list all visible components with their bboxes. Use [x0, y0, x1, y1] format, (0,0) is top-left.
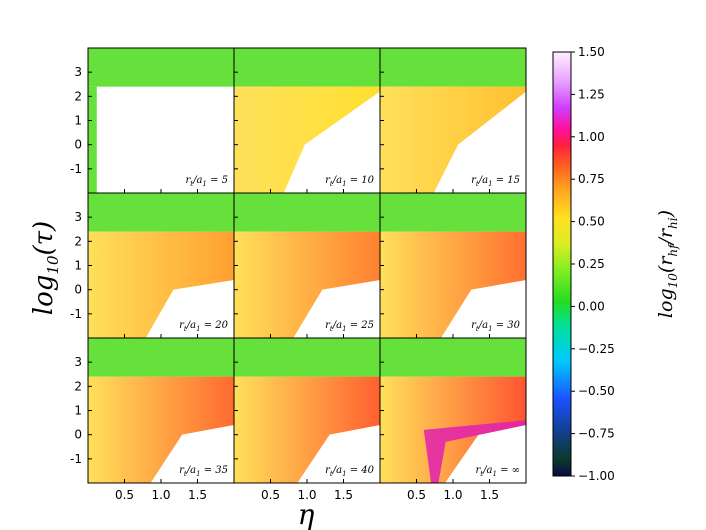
y-tick-label: 2 — [74, 89, 82, 103]
heatmap-region — [88, 86, 97, 193]
y-tick-label: 1 — [74, 259, 82, 273]
colorbar-tick-label: −0.25 — [578, 342, 615, 356]
panel-7: rt/a1 = 35 — [87, 337, 235, 484]
heatmap-top-band — [88, 193, 234, 232]
colorbar-tick-label: 1.00 — [578, 130, 605, 144]
x-tick-label: 1.0 — [443, 488, 462, 502]
heatmap-top-band — [380, 48, 526, 87]
heatmap-region — [88, 376, 234, 483]
colorbar-tick-label: −0.75 — [578, 427, 615, 441]
panel-label: rt/a1 = ∞ — [476, 465, 521, 478]
x-tick-label: 1.5 — [188, 488, 207, 502]
x-axis-title: η — [298, 498, 315, 530]
x-tick-label: 1.0 — [297, 488, 316, 502]
y-tick-label: 1 — [74, 114, 82, 128]
panel-1: rt/a1 = 5 — [87, 47, 235, 194]
heatmap-top-band — [88, 338, 234, 377]
y-axis: -1 0 1 2 3 -1 0 1 2 3 -1 0 1 2 3 — [70, 65, 82, 466]
x-tick-label: 1.0 — [151, 488, 170, 502]
colorbar-tick-label: 0.00 — [578, 299, 605, 313]
y-tick-label: 3 — [74, 355, 82, 369]
y-tick-label: 0 — [74, 138, 82, 152]
panel-label: rt/a1 = 25 — [325, 320, 374, 333]
colorbar-gradient — [552, 51, 572, 477]
heatmap-region — [380, 86, 526, 193]
heatmap-region — [380, 231, 526, 338]
heatmap-top-band — [380, 193, 526, 232]
x-tick-label: 1.5 — [334, 488, 353, 502]
y-tick-label: 2 — [74, 379, 82, 393]
panel-label: rt/a1 = 20 — [179, 320, 229, 333]
y-tick-label: 2 — [74, 234, 82, 248]
y-tick-label: 3 — [74, 65, 82, 79]
colorbar-tick-label: 0.75 — [578, 172, 605, 186]
panel-4: rt/a1 = 20 — [87, 192, 235, 339]
colorbar-tick-label: −1.00 — [578, 469, 615, 483]
heatmap-region — [234, 231, 380, 338]
panel-label: rt/a1 = 40 — [325, 465, 375, 478]
heatmap-top-band — [234, 48, 380, 87]
y-tick-label: 1 — [74, 404, 82, 418]
y-tick-label: 3 — [74, 210, 82, 224]
x-tick-label: 0.5 — [115, 488, 134, 502]
y-axis-title: log10(τ) — [29, 221, 62, 315]
colorbar-title: log10(rhf/rhi) — [655, 210, 680, 318]
x-tick-label: 1.5 — [480, 488, 499, 502]
panel-5: rt/a1 = 25 — [233, 192, 381, 339]
panel-grid: rt/a1 = 5 rt/a1 = 10 rt/a1 = 15 rt/a1 = 20 r… — [87, 47, 527, 484]
colorbar-tick-label: 1.25 — [578, 87, 605, 101]
heatmap-top-band — [380, 338, 526, 377]
y-tick-label: -1 — [70, 162, 82, 176]
colorbar-tick-label: −0.50 — [578, 384, 615, 398]
x-tick-label: 0.5 — [261, 488, 280, 502]
heatmap-top-band — [88, 48, 234, 87]
x-axis: 0.5 1.0 1.5 0.5 1.0 1.5 0.5 1.0 1.5 — [115, 488, 499, 502]
heatmap-region — [88, 231, 234, 338]
y-tick-label: -1 — [70, 307, 82, 321]
x-tick-label: 0.5 — [407, 488, 426, 502]
colorbar-tick-label: 1.50 — [578, 45, 605, 59]
y-tick-label: -1 — [70, 452, 82, 466]
panel-9: rt/a1 = ∞ — [379, 337, 527, 484]
panel-8: rt/a1 = 40 — [233, 337, 381, 484]
heatmap-region — [234, 86, 380, 193]
colorbar: 1.50 1.25 1.00 0.75 0.50 0.25 0.00 −0.25 −0.50 −0… — [552, 45, 615, 483]
panel-2: rt/a1 = 10 — [233, 47, 381, 194]
panel-label: rt/a1 = 15 — [471, 175, 520, 188]
y-tick-label: 0 — [74, 283, 82, 297]
heatmap-top-band — [234, 338, 380, 377]
panel-label: rt/a1 = 35 — [179, 465, 228, 478]
colorbar-tick-label: 0.50 — [578, 215, 605, 229]
heatmap-top-band — [234, 193, 380, 232]
panel-3: rt/a1 = 15 — [379, 47, 527, 194]
panel-label: rt/a1 = 10 — [325, 175, 375, 188]
heatmap-region — [234, 376, 380, 483]
panel-label: rt/a1 = 30 — [471, 320, 521, 333]
heatmap-high-region — [423, 420, 526, 483]
panel-6: rt/a1 = 30 — [379, 192, 527, 339]
y-tick-label: 0 — [74, 428, 82, 442]
colorbar-tick-label: 0.25 — [578, 257, 605, 271]
panel-label: rt/a1 = 5 — [185, 175, 228, 188]
